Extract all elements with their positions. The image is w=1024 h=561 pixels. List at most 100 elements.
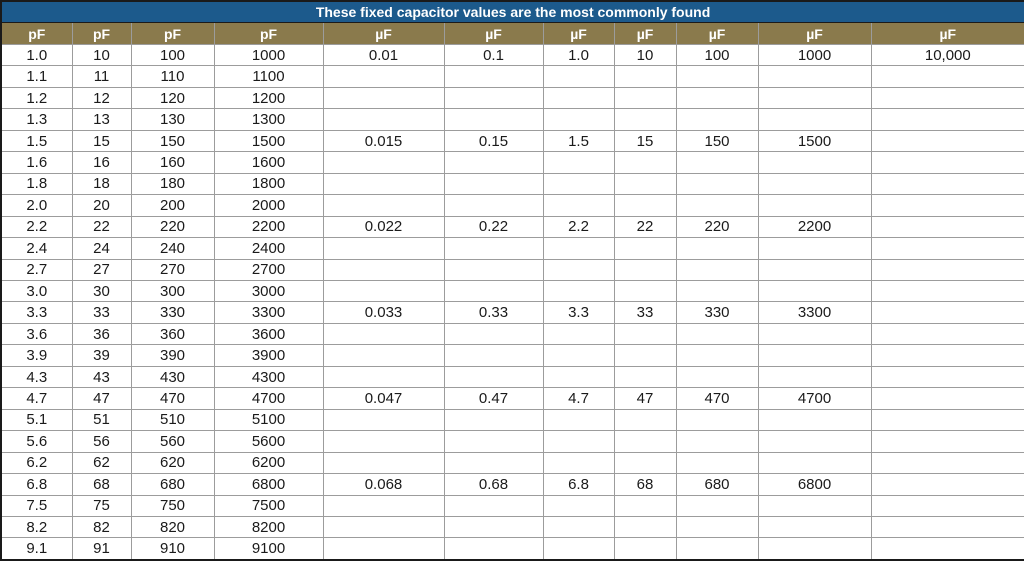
table-row: 4.3 43 430 4300 xyxy=(0,365,1024,389)
value-cell xyxy=(443,108,544,131)
value-cell xyxy=(613,365,677,389)
value-cell: 3900 xyxy=(213,344,324,367)
value-cell xyxy=(757,237,872,260)
unit-header-row: pF pF pF pF µF µF µF µF µF µF µF xyxy=(0,22,1024,45)
table-row: 5.6 56 560 5600 xyxy=(0,430,1024,453)
value-cell xyxy=(322,537,445,561)
value-cell xyxy=(675,451,759,475)
value-cell xyxy=(443,537,544,561)
value-cell: 15 xyxy=(71,129,132,153)
value-cell: 2.7 xyxy=(0,258,73,281)
table-body: 1.0 10 100 1000 0.01 0.1 1.0 10 100 1000 10,000 1.1… xyxy=(0,43,1024,561)
value-cell xyxy=(870,65,1024,88)
value-cell xyxy=(443,365,544,389)
value-cell xyxy=(675,108,759,131)
value-cell: 4.7 xyxy=(0,387,73,410)
value-cell xyxy=(675,537,759,561)
value-cell: 100 xyxy=(130,43,215,67)
value-cell: 1.5 xyxy=(0,129,73,153)
value-cell: 750 xyxy=(130,494,215,517)
value-cell xyxy=(870,430,1024,453)
value-cell xyxy=(870,129,1024,153)
value-cell: 4.7 xyxy=(542,387,615,410)
value-cell: 33 xyxy=(613,301,677,324)
value-cell: 3600 xyxy=(213,322,324,346)
value-cell xyxy=(322,86,445,110)
unit-column-header: µF xyxy=(870,22,1024,45)
value-cell xyxy=(757,537,872,561)
table-row: 2.2 22 220 2200 0.022 0.22 2.2 22 220 2200 xyxy=(0,215,1024,239)
table-title: These fixed capacitor values are the mos… xyxy=(1,1,1024,23)
table-row: 8.2 82 820 8200 xyxy=(0,515,1024,539)
value-cell: 9100 xyxy=(213,537,324,561)
table-row: 3.9 39 390 3900 xyxy=(0,344,1024,367)
table-row: 3.0 30 300 3000 xyxy=(0,279,1024,303)
value-cell xyxy=(542,65,615,88)
value-cell xyxy=(870,279,1024,303)
value-cell: 47 xyxy=(613,387,677,410)
value-cell: 0.022 xyxy=(322,215,445,239)
value-cell xyxy=(870,108,1024,131)
value-cell: 7.5 xyxy=(0,494,73,517)
value-cell: 0.68 xyxy=(443,473,544,496)
value-cell xyxy=(870,172,1024,196)
value-cell xyxy=(613,344,677,367)
value-cell: 0.015 xyxy=(322,129,445,153)
value-cell: 220 xyxy=(130,215,215,239)
unit-column-header: pF xyxy=(130,22,215,45)
value-cell xyxy=(675,430,759,453)
unit-column-header: µF xyxy=(613,22,677,45)
value-cell: 27 xyxy=(71,258,132,281)
value-cell xyxy=(870,451,1024,475)
value-cell xyxy=(870,365,1024,389)
value-cell: 4.3 xyxy=(0,365,73,389)
value-cell: 560 xyxy=(130,430,215,453)
value-cell xyxy=(443,279,544,303)
value-cell: 3.3 xyxy=(0,301,73,324)
value-cell: 2400 xyxy=(213,237,324,260)
value-cell: 1.8 xyxy=(0,172,73,196)
value-cell: 11 xyxy=(71,65,132,88)
value-cell xyxy=(870,215,1024,239)
value-cell: 2200 xyxy=(757,215,872,239)
value-cell xyxy=(675,322,759,346)
value-cell: 0.01 xyxy=(322,43,445,67)
value-cell: 150 xyxy=(675,129,759,153)
value-cell: 6.2 xyxy=(0,451,73,475)
value-cell xyxy=(542,430,615,453)
value-cell: 51 xyxy=(71,408,132,432)
value-cell: 110 xyxy=(130,65,215,88)
value-cell: 36 xyxy=(71,322,132,346)
table-row: 6.8 68 680 6800 0.068 0.68 6.8 68 680 6800 xyxy=(0,473,1024,496)
value-cell: 6200 xyxy=(213,451,324,475)
value-cell: 3300 xyxy=(213,301,324,324)
value-cell xyxy=(443,344,544,367)
value-cell xyxy=(322,494,445,517)
table-row: 1.6 16 160 1600 xyxy=(0,151,1024,174)
value-cell: 0.22 xyxy=(443,215,544,239)
value-cell xyxy=(322,65,445,88)
value-cell: 0.47 xyxy=(443,387,544,410)
value-cell: 4300 xyxy=(213,365,324,389)
value-cell xyxy=(675,279,759,303)
value-cell: 1000 xyxy=(213,43,324,67)
unit-column-header: µF xyxy=(675,22,759,45)
value-cell: 0.047 xyxy=(322,387,445,410)
unit-column-header: pF xyxy=(213,22,324,45)
value-cell: 910 xyxy=(130,537,215,561)
value-cell xyxy=(443,430,544,453)
value-cell xyxy=(675,408,759,432)
value-cell xyxy=(675,237,759,260)
value-cell xyxy=(675,344,759,367)
table-row: 1.5 15 150 1500 0.015 0.15 1.5 15 150 1500 xyxy=(0,129,1024,153)
value-cell: 3.9 xyxy=(0,344,73,367)
value-cell xyxy=(613,451,677,475)
value-cell: 1.2 xyxy=(0,86,73,110)
value-cell xyxy=(542,151,615,174)
value-cell: 68 xyxy=(613,473,677,496)
value-cell: 82 xyxy=(71,515,132,539)
value-cell xyxy=(542,258,615,281)
value-cell xyxy=(675,515,759,539)
value-cell xyxy=(322,515,445,539)
value-cell xyxy=(757,494,872,517)
